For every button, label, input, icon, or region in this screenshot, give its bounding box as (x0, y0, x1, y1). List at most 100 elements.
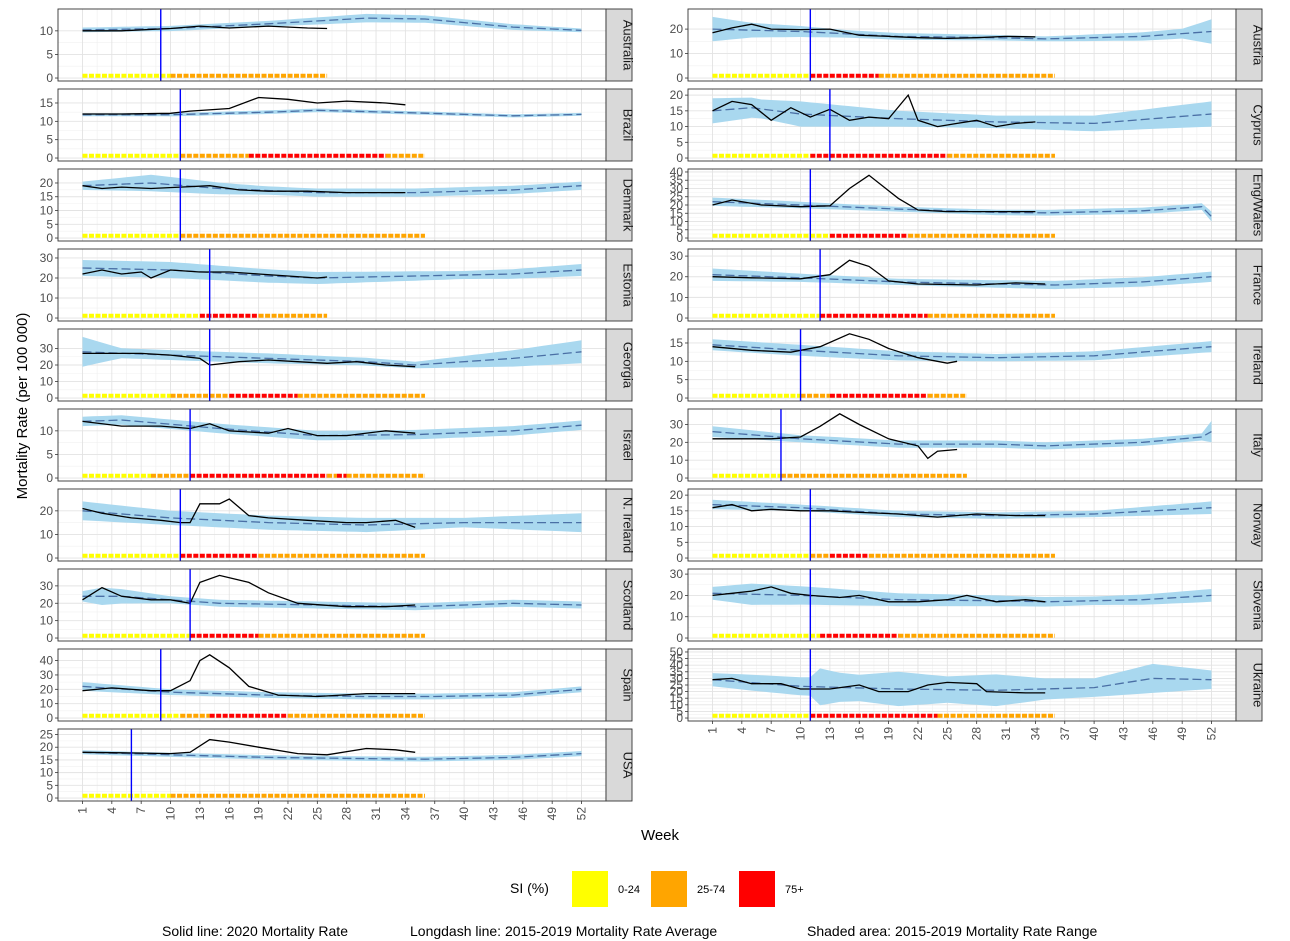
strip (1235, 168, 1263, 242)
average-line (712, 274, 1212, 286)
y-tick-label: 15 (670, 504, 684, 518)
y-tick-label: 10 (40, 375, 54, 389)
strip-label-france: France (1251, 265, 1266, 305)
line-2020 (712, 677, 1046, 694)
line-2020 (712, 23, 1036, 40)
range-area (712, 16, 1212, 44)
x-tick-label: 10 (164, 807, 178, 821)
range-area (712, 663, 1212, 707)
strip (605, 248, 633, 322)
strip (1235, 248, 1263, 322)
x-tick-label: 37 (1058, 727, 1072, 741)
panel-norway: Norway 0 510 15 20 (670, 488, 1266, 565)
x-tick-label: 28 (970, 727, 984, 741)
legend-label-25-74: 25-74 (697, 884, 725, 896)
range-area (82, 174, 582, 197)
line-2020 (712, 174, 1036, 213)
panel-cyprus: Cyprus 0 510 15 20 (670, 88, 1266, 165)
y-tick-label: 45 (670, 652, 684, 666)
average-line (82, 182, 582, 194)
y-tick-label: 10 (670, 290, 684, 304)
y-tick-label: 10 (40, 291, 54, 305)
y-tick-label: 30 (670, 567, 684, 581)
y-tick-label: 15 (670, 104, 684, 118)
x-tick-label: 7 (134, 807, 148, 814)
y-tick-label: 5 (46, 778, 53, 792)
range-area (712, 197, 1212, 222)
y-tick-label: 40 (670, 165, 684, 179)
x-tick-label: 13 (823, 727, 837, 741)
y-tick-label: 10 (40, 697, 54, 711)
y-tick-label: 10 (670, 453, 684, 467)
y-tick-label: 30 (40, 668, 54, 682)
y-tick-label: 0 (46, 551, 53, 565)
x-tick-label: 16 (852, 727, 866, 741)
y-tick-label: 50 (670, 645, 684, 659)
y-tick-label: 5 (676, 223, 683, 237)
y-tick-label: 20 (40, 271, 54, 285)
y-tick-label: 15 (40, 96, 54, 110)
x-tick-label: 13 (193, 807, 207, 821)
x-tick-label: 25 (310, 807, 324, 821)
strip (1235, 8, 1263, 82)
x-tick-label: 28 (340, 807, 354, 821)
strip (1235, 408, 1263, 482)
y-tick-label: 40 (670, 658, 684, 672)
panel-slovenia: Slovenia 0 10 20 30 (670, 567, 1266, 645)
range-area (82, 750, 582, 762)
range-area (712, 420, 1212, 450)
strip-label-slovenia: Slovenia (1251, 580, 1266, 631)
y-tick-label: 10 (40, 766, 54, 780)
y-tick-label: 0 (46, 391, 53, 405)
range-area (82, 336, 582, 369)
y-tick-label: 5 (46, 447, 53, 461)
y-tick-label: 20 (40, 504, 54, 518)
legend-label-0-24: 0-24 (618, 884, 640, 896)
strip (1235, 648, 1263, 722)
y-tick-label: 20 (40, 682, 54, 696)
average-line (712, 28, 1212, 40)
x-tick-label: 43 (1116, 727, 1130, 741)
panel-brazil: Brazil 0 5 10 15 (40, 88, 636, 165)
y-tick-label: 10 (670, 47, 684, 61)
y-tick-label: 30 (670, 671, 684, 685)
y-tick-label: 0 (46, 71, 53, 85)
range-area (82, 260, 582, 284)
y-tick-label: 0 (676, 631, 683, 645)
average-line (712, 430, 1212, 447)
y-tick-label: 0 (676, 551, 683, 565)
line-2020 (82, 574, 416, 608)
legend-swatch-0-24 (572, 871, 608, 907)
y-tick-label: 10 (40, 114, 54, 128)
panel-ireland: Ireland 0 5 10 15 (670, 328, 1266, 405)
panel-austria: Austria 0 10 20 (670, 8, 1266, 85)
x-tick-label: 40 (457, 807, 471, 821)
y-tick-label: 25 (670, 678, 684, 692)
legend-swatch-75plus (739, 871, 775, 907)
y-tick-label: 35 (670, 665, 684, 679)
line-2020 (712, 503, 1046, 518)
strip (605, 488, 633, 562)
y-tick-label: 5 (46, 217, 53, 231)
strip (1235, 328, 1263, 402)
y-tick-label: 5 (676, 373, 683, 387)
y-tick-label: 0 (676, 391, 683, 405)
strip (1235, 88, 1263, 162)
y-tick-label: 10 (40, 424, 54, 438)
y-tick-label: 20 (670, 270, 684, 284)
panel-estonia: Estonia 0 10 20 30 (40, 248, 636, 325)
average-line (82, 510, 582, 526)
y-tick-label: 20 (670, 88, 684, 102)
y-tick-label: 5 (676, 135, 683, 149)
y-tick-label: 5 (46, 47, 53, 61)
y-tick-label: 10 (40, 204, 54, 218)
y-tick-label: 30 (670, 417, 684, 431)
caption: Solid line: 2020 Mortality Rate Longdash… (162, 923, 1098, 939)
strip (605, 168, 633, 242)
y-tick-label: 0 (676, 231, 683, 245)
y-tick-label: 30 (40, 579, 54, 593)
average-line (82, 109, 582, 117)
x-tick-label: 46 (516, 807, 530, 821)
strip-label-norway: Norway (1251, 503, 1266, 548)
